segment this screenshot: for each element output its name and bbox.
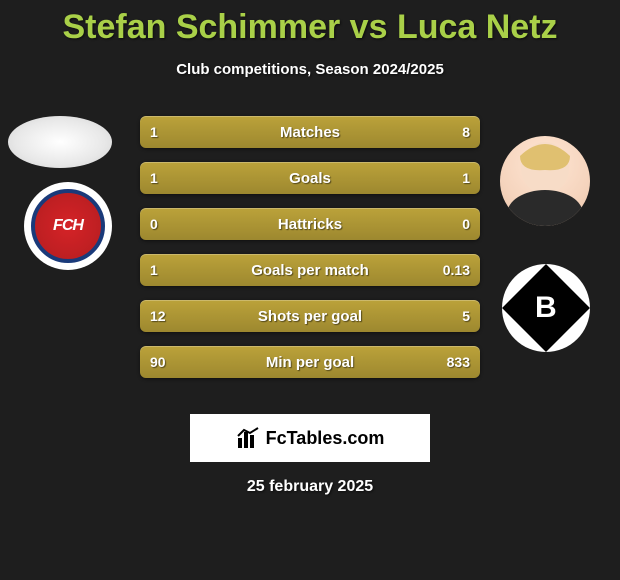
club-right-badge: B	[502, 264, 590, 352]
club-right-short: B	[535, 291, 557, 325]
player-right-avatar	[500, 136, 590, 226]
stat-value-right: 833	[447, 354, 470, 370]
stat-label: Goals	[140, 170, 480, 187]
chart-icon	[236, 426, 260, 450]
branding-text: FcTables.com	[266, 428, 385, 449]
player-left-avatar	[8, 116, 112, 168]
date-label: 25 february 2025	[0, 478, 620, 496]
stat-row: 12Shots per goal5	[140, 300, 480, 332]
stat-value-right: 0.13	[443, 262, 470, 278]
stat-value-right: 1	[462, 170, 470, 186]
bmg-icon: B	[502, 264, 590, 352]
subtitle: Club competitions, Season 2024/2025	[0, 61, 620, 78]
stat-value-right: 0	[462, 216, 470, 232]
stat-label: Hattricks	[140, 216, 480, 233]
club-left-short: FCH	[53, 217, 83, 235]
stat-row: 1Goals per match0.13	[140, 254, 480, 286]
stat-label: Matches	[140, 124, 480, 141]
stat-row: 1Goals1	[140, 162, 480, 194]
stat-label: Shots per goal	[140, 308, 480, 325]
branding-badge: FcTables.com	[190, 414, 430, 462]
stat-label: Goals per match	[140, 262, 480, 279]
stat-row: 90Min per goal833	[140, 346, 480, 378]
club-left-badge: FCH	[24, 182, 112, 270]
page-title: Stefan Schimmer vs Luca Netz	[0, 0, 620, 47]
stat-label: Min per goal	[140, 354, 480, 371]
comparison-chart: FCH B 1Matches81Goals10Hattricks01Goals …	[0, 116, 620, 396]
stat-row: 1Matches8	[140, 116, 480, 148]
stat-row: 0Hattricks0	[140, 208, 480, 240]
stat-value-right: 8	[462, 124, 470, 140]
bars-container: 1Matches81Goals10Hattricks01Goals per ma…	[140, 116, 480, 392]
fch-icon: FCH	[31, 189, 105, 263]
face-placeholder-icon	[500, 136, 590, 226]
stat-value-right: 5	[462, 308, 470, 324]
